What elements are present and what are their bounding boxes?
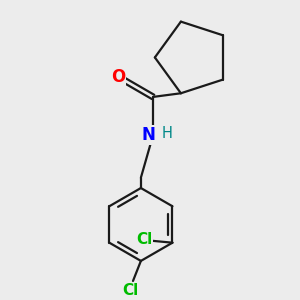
Text: N: N [142, 126, 156, 144]
Text: H: H [162, 127, 172, 142]
Text: Cl: Cl [122, 283, 139, 298]
Text: Cl: Cl [136, 232, 152, 247]
Text: O: O [111, 68, 125, 86]
